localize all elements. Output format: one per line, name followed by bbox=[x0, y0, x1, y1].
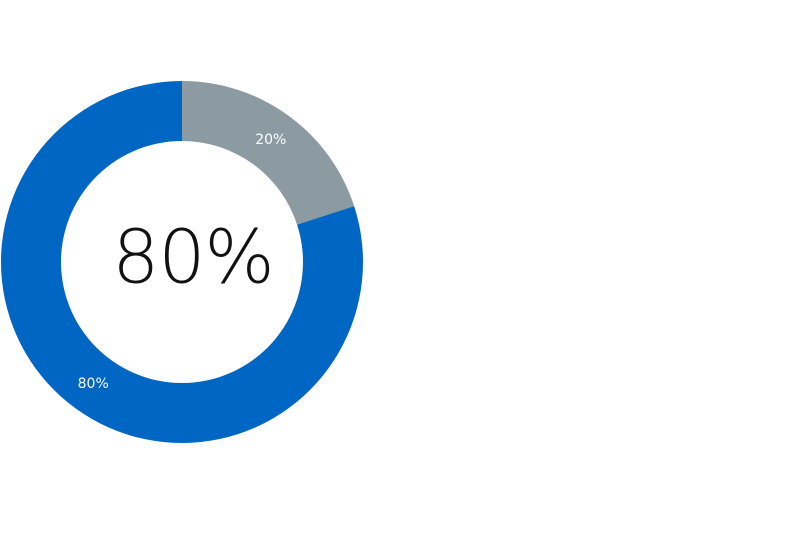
center-value-label: 80% bbox=[112, 215, 273, 301]
donut-slices bbox=[0, 81, 363, 444]
donut-slice-1 bbox=[182, 81, 355, 225]
donut-slice-2 bbox=[0, 81, 363, 444]
donut-slice-labels: 20% 80% bbox=[78, 132, 287, 392]
donut-slice-label-1: 20% bbox=[255, 132, 286, 148]
donut-slice-label-2: 80% bbox=[78, 376, 109, 392]
